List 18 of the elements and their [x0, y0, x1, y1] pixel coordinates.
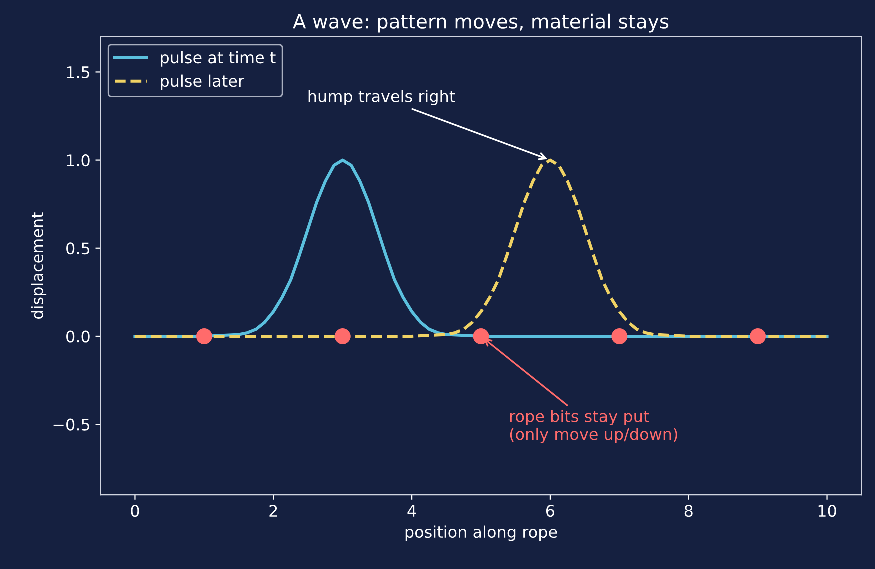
y-tick-label: 0.0	[66, 330, 90, 343]
y-tick-label: 1.5	[67, 66, 90, 79]
legend-label: pulse at time t	[161, 51, 276, 67]
annotation: hump travels right	[308, 90, 456, 106]
y-tick-label: 1.0	[67, 154, 90, 167]
annotation: rope bits stay put (only move up/down)	[510, 410, 678, 444]
y-tick-label: 0.5	[66, 242, 90, 255]
x-tick-label: 8	[684, 505, 693, 518]
x-tick-label: 2	[270, 505, 278, 517]
x-tick-label: 0	[131, 505, 140, 518]
y-tick-label: −0.5	[54, 418, 90, 431]
x-tick-label: 6	[546, 505, 555, 518]
y-axis-title: displacement	[31, 212, 47, 319]
x-tick-label: 4	[408, 505, 416, 517]
chart-title: A wave: pattern moves, material stays	[293, 14, 669, 33]
x-tick-label: 10	[818, 505, 836, 518]
x-axis-title: position along rope	[406, 526, 558, 542]
legend-label: pulse later	[161, 74, 245, 90]
